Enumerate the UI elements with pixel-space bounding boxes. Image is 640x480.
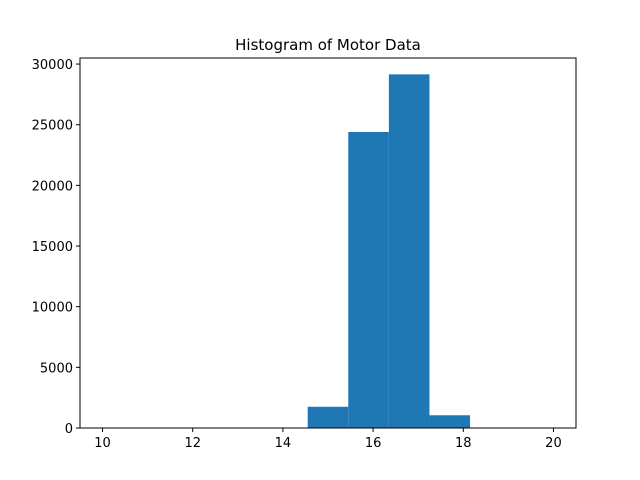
chart-title: Histogram of Motor Data [235, 36, 421, 54]
y-tick-label: 5000 [40, 361, 73, 376]
histogram-bar-2 [348, 132, 389, 428]
y-tick-label: 20000 [32, 179, 73, 194]
y-tick-label: 25000 [32, 119, 73, 134]
x-axis: 10 12 14 16 18 20 [94, 428, 562, 451]
y-axis: 0 5000 10000 15000 20000 25000 30000 [32, 58, 80, 437]
x-tick-label: 14 [275, 436, 292, 451]
bars-group [307, 74, 471, 429]
x-tick-label: 20 [545, 436, 562, 451]
x-tick-label: 12 [184, 436, 201, 451]
x-tick-label: 16 [365, 436, 382, 451]
y-tick-label: 0 [65, 422, 73, 437]
x-tick-label: 18 [455, 436, 472, 451]
y-tick-label: 30000 [32, 58, 73, 73]
plot-frame [79, 57, 577, 429]
histogram-bar-4 [429, 415, 471, 428]
y-tick-label: 15000 [32, 240, 73, 255]
histogram-bar-1 [307, 406, 349, 428]
histogram-bar-3 [388, 74, 430, 429]
x-tick-label: 10 [94, 436, 111, 451]
y-tick-label: 10000 [32, 301, 73, 316]
